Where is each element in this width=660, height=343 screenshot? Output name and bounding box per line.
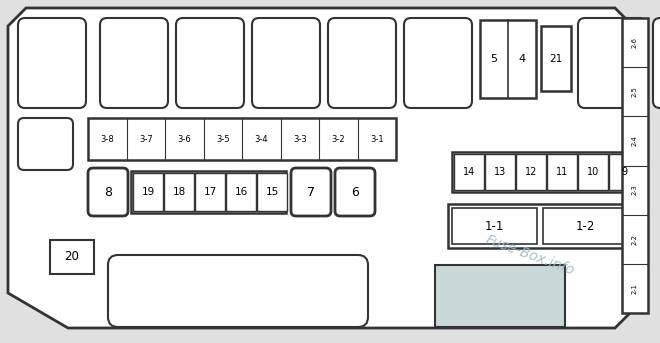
FancyBboxPatch shape (176, 18, 244, 108)
Bar (609, 154, 639, 190)
Text: 17: 17 (203, 187, 216, 197)
Text: 2-5: 2-5 (632, 86, 638, 97)
Bar (452, 208, 537, 244)
Text: 3-1: 3-1 (370, 134, 383, 143)
Bar (133, 173, 163, 211)
Bar (226, 173, 256, 211)
Text: 3-5: 3-5 (216, 134, 230, 143)
FancyBboxPatch shape (653, 18, 660, 108)
Text: 10: 10 (587, 167, 599, 177)
Text: 1-1: 1-1 (485, 220, 504, 233)
Bar (257, 173, 287, 211)
FancyBboxPatch shape (100, 18, 168, 108)
Text: 12: 12 (525, 167, 537, 177)
FancyBboxPatch shape (108, 255, 368, 327)
FancyBboxPatch shape (328, 18, 396, 108)
Bar (50, 240, 94, 274)
Polygon shape (8, 8, 633, 328)
Text: 2-2: 2-2 (632, 234, 638, 245)
Text: 21: 21 (549, 54, 562, 63)
FancyBboxPatch shape (578, 18, 646, 108)
Text: 19: 19 (141, 187, 154, 197)
Text: 20: 20 (65, 250, 79, 263)
Text: 14: 14 (463, 167, 475, 177)
Bar (195, 173, 225, 211)
FancyBboxPatch shape (88, 168, 128, 216)
FancyBboxPatch shape (18, 18, 86, 108)
Bar (516, 154, 546, 190)
Bar (547, 154, 577, 190)
Bar (454, 154, 484, 190)
Text: 6: 6 (351, 186, 359, 199)
Text: 3-8: 3-8 (100, 134, 114, 143)
Bar (543, 208, 628, 244)
Text: 11: 11 (556, 167, 568, 177)
Text: 2-3: 2-3 (632, 185, 638, 196)
Bar (480, 20, 536, 98)
Bar (435, 265, 565, 327)
Text: 16: 16 (234, 187, 248, 197)
FancyBboxPatch shape (335, 168, 375, 216)
Text: 2-6: 2-6 (632, 37, 638, 48)
Text: 4: 4 (519, 54, 525, 64)
Text: 13: 13 (494, 167, 506, 177)
Text: 3-6: 3-6 (178, 134, 191, 143)
Text: 2-1: 2-1 (632, 283, 638, 294)
Text: 18: 18 (172, 187, 185, 197)
Bar (164, 173, 194, 211)
Bar (88, 118, 396, 160)
Text: Fuse-Box.info: Fuse-Box.info (484, 233, 576, 277)
FancyBboxPatch shape (291, 168, 331, 216)
Text: 3-3: 3-3 (293, 134, 307, 143)
Text: 3-2: 3-2 (331, 134, 345, 143)
FancyBboxPatch shape (252, 18, 320, 108)
Text: 3-7: 3-7 (139, 134, 152, 143)
Text: 8: 8 (104, 186, 112, 199)
FancyBboxPatch shape (404, 18, 472, 108)
Text: 5: 5 (490, 54, 498, 64)
Bar (485, 154, 515, 190)
Text: 9: 9 (621, 167, 627, 177)
Bar (131, 171, 286, 213)
Bar (578, 154, 608, 190)
Text: 7: 7 (307, 186, 315, 199)
Bar (541, 26, 571, 91)
Text: 1-2: 1-2 (576, 220, 595, 233)
Bar (622, 18, 648, 313)
Text: 2-4: 2-4 (632, 135, 638, 146)
Bar (452, 152, 640, 192)
Bar (448, 204, 632, 248)
Text: 3-4: 3-4 (255, 134, 268, 143)
FancyBboxPatch shape (18, 118, 73, 170)
Text: 15: 15 (265, 187, 279, 197)
